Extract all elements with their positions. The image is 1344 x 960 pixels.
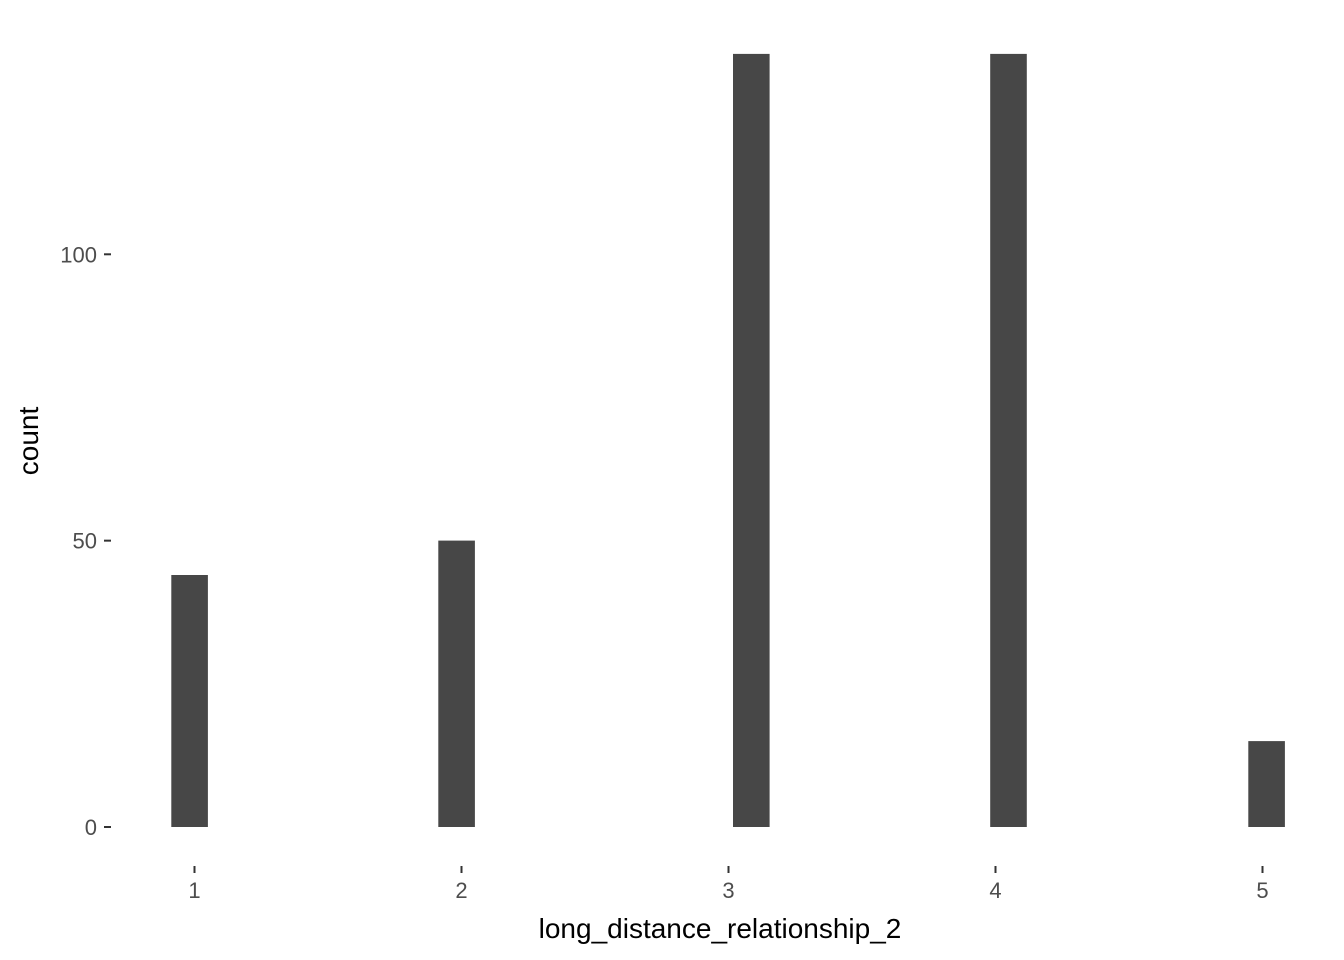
- x-tick-label: 3: [722, 878, 734, 903]
- x-tick-label: 5: [1256, 878, 1268, 903]
- bar-4: [990, 53, 1027, 827]
- x-tick-label: 1: [188, 878, 200, 903]
- y-tick-label: 0: [85, 815, 97, 840]
- bar-1: [171, 575, 208, 827]
- x-axis: 1 2 3 4 5: [188, 866, 1269, 903]
- x-axis-title: long_distance_relationship_2: [539, 913, 902, 944]
- y-tick-label: 100: [60, 242, 97, 267]
- bar-2: [438, 540, 475, 827]
- x-tick-label: 4: [989, 878, 1001, 903]
- bars-group: [171, 53, 1285, 827]
- y-tick-label: 50: [73, 529, 97, 554]
- x-tick-label: 2: [455, 878, 467, 903]
- y-axis-title: count: [13, 407, 44, 476]
- y-axis: 0 50 100: [60, 242, 111, 840]
- bar-3: [733, 53, 770, 827]
- bar-5: [1248, 741, 1285, 827]
